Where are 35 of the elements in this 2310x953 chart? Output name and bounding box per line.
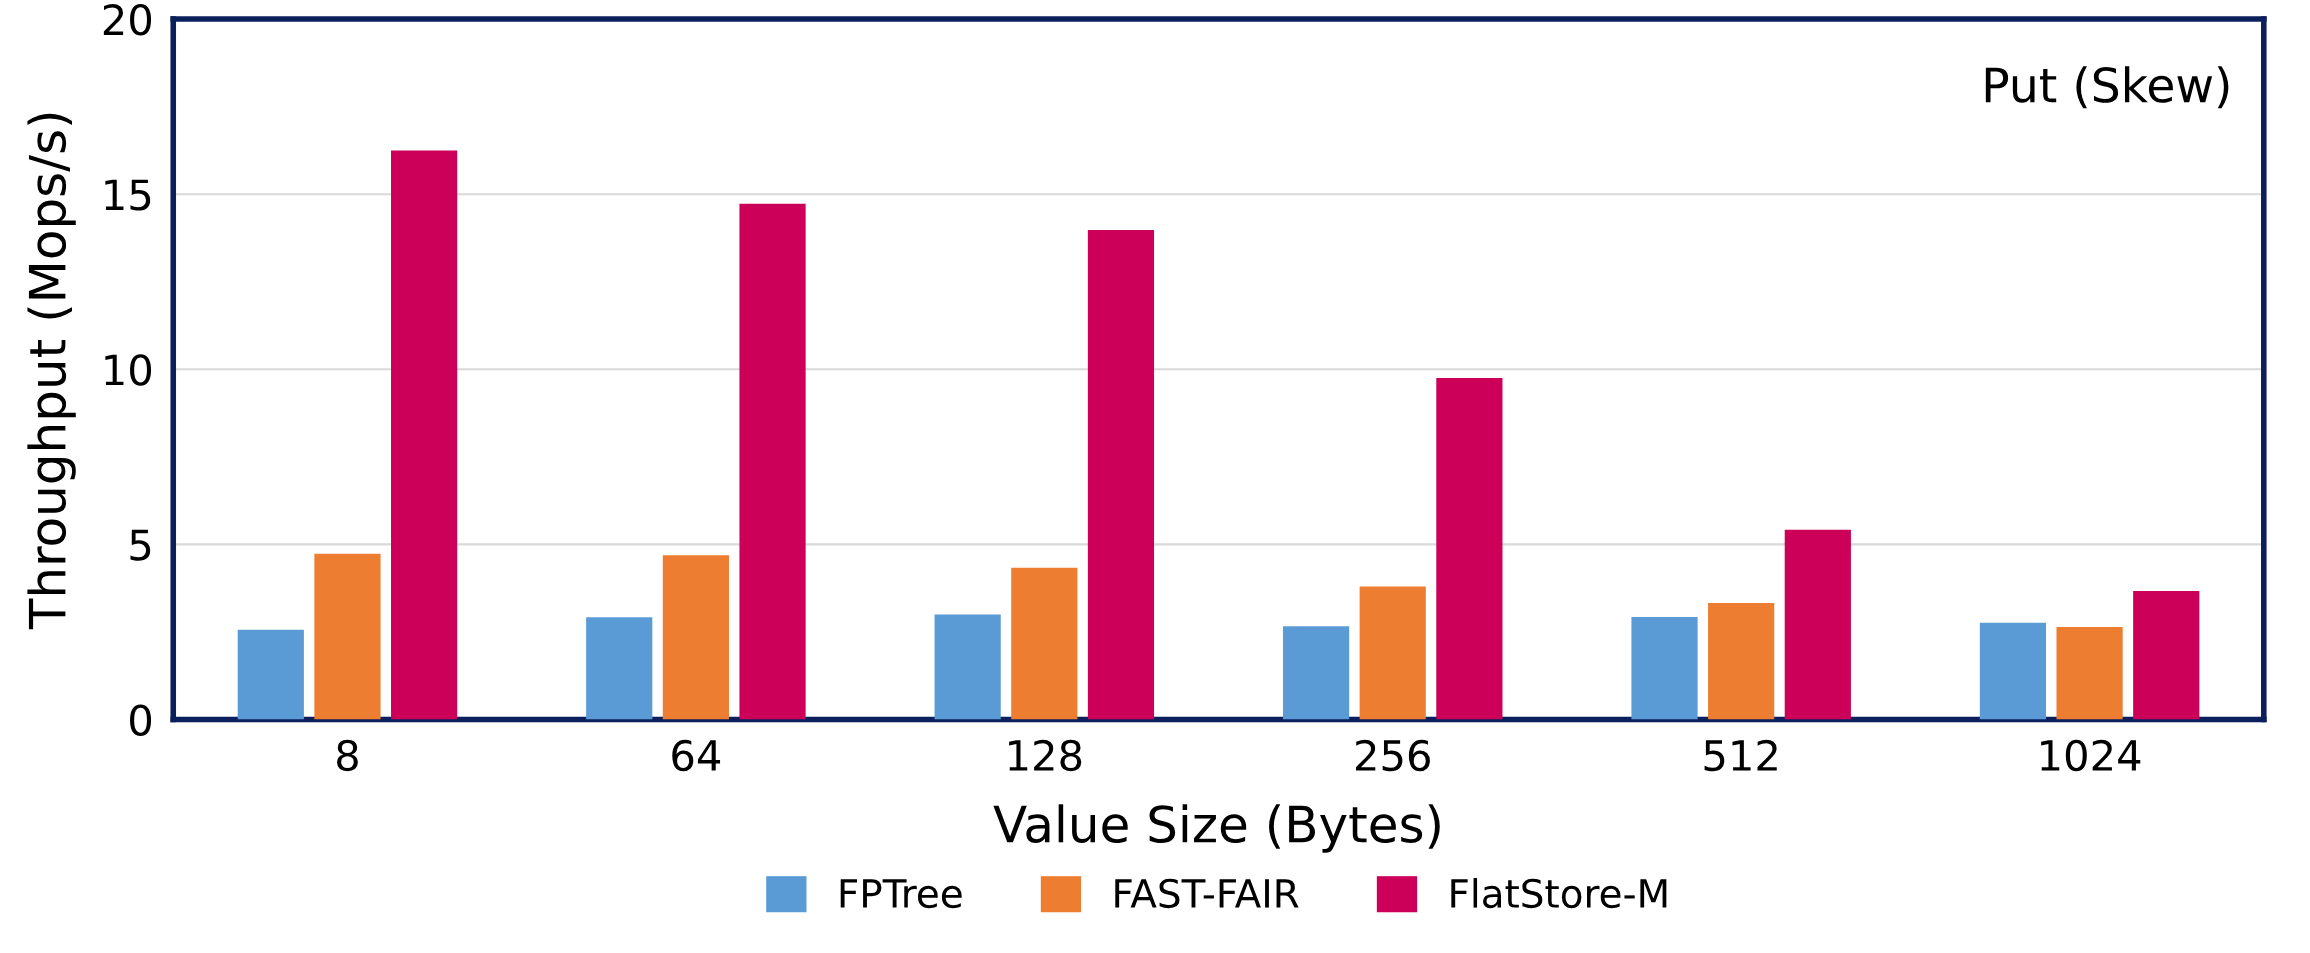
- y-tick-label: 5: [130, 529, 151, 561]
- bar: [1436, 378, 1503, 720]
- y-tick-label: 0: [130, 704, 152, 736]
- bar: [1087, 229, 1155, 720]
- bar: [739, 203, 806, 720]
- y-tick-label: 10: [105, 354, 152, 386]
- bar: [314, 553, 381, 720]
- bar: [662, 555, 729, 720]
- x-tick-label: 1024: [2041, 739, 2141, 772]
- bar: [586, 617, 653, 720]
- x-axis-title: Value Size (Bytes): [993, 804, 1440, 853]
- x-tick-label: 8: [337, 739, 358, 772]
- bar: [2133, 590, 2200, 720]
- bar: [934, 614, 1001, 720]
- bar: [1979, 622, 2047, 720]
- x-tick-label: 128: [1009, 739, 1082, 772]
- y-tick-label: 20: [103, 3, 152, 36]
- bar: [1011, 567, 1078, 720]
- bar: [2056, 627, 2123, 720]
- bar: [1631, 616, 1698, 720]
- bar: [1359, 586, 1426, 720]
- legend-label: FAST-FAIR: [1115, 878, 1299, 909]
- legend-label: FlatStore-M: [1451, 878, 1667, 909]
- x-tick-label: 512: [1704, 739, 1777, 772]
- y-tick-label: 15: [105, 179, 151, 211]
- annotation: Put (Skew): [1985, 66, 2229, 109]
- bar: [391, 150, 458, 720]
- bar: [1708, 602, 1775, 720]
- bar: [237, 629, 304, 720]
- bar: [1784, 529, 1851, 720]
- x-tick-label: 64: [672, 739, 721, 772]
- x-tick-label: 256: [1356, 739, 1430, 772]
- legend-label: FPTree: [840, 879, 962, 909]
- y-axis-title: Throughput (Mops/s): [27, 113, 76, 630]
- bar: [1282, 626, 1350, 720]
